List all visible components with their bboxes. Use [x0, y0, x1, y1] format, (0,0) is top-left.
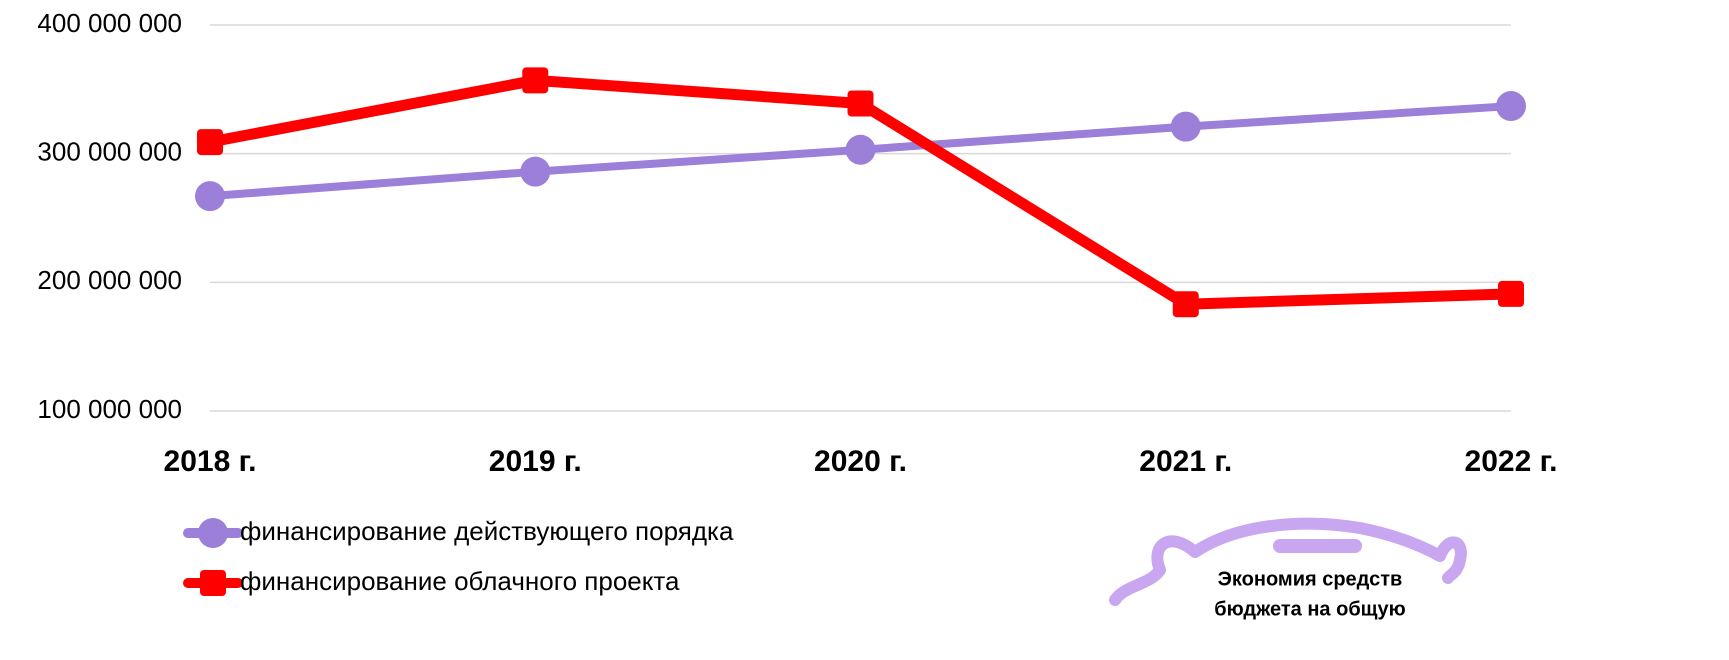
marker	[520, 157, 550, 187]
x-tick-label: 2019 г.	[489, 445, 582, 478]
marker	[1171, 112, 1201, 142]
annotation: Экономия средств	[1218, 568, 1403, 590]
legend-marker	[200, 570, 226, 596]
marker	[522, 67, 548, 93]
x-tick-label: 2018 г.	[164, 445, 257, 478]
chart: Экономия средств бюджета на общую 100 00…	[0, 0, 1729, 660]
marker	[846, 135, 876, 165]
marker	[195, 181, 225, 211]
legend-marker	[198, 518, 228, 548]
marker	[1173, 291, 1199, 317]
y-tick-label: 100 000 000	[37, 394, 182, 424]
marker	[197, 129, 223, 155]
legend-label: финансирование действующего порядка	[240, 516, 734, 546]
marker	[1496, 91, 1526, 121]
marker	[848, 90, 874, 116]
annotation: бюджета на общую	[1214, 598, 1406, 620]
x-tick-label: 2020 г.	[814, 445, 907, 478]
marker	[1498, 281, 1524, 307]
y-tick-label: 400 000 000	[37, 8, 182, 38]
legend-label: финансирование облачного проекта	[240, 566, 680, 596]
x-tick-label: 2022 г.	[1465, 445, 1558, 478]
y-tick-label: 200 000 000	[37, 265, 182, 295]
y-tick-label: 300 000 000	[37, 137, 182, 167]
x-tick-label: 2021 г.	[1139, 445, 1232, 478]
